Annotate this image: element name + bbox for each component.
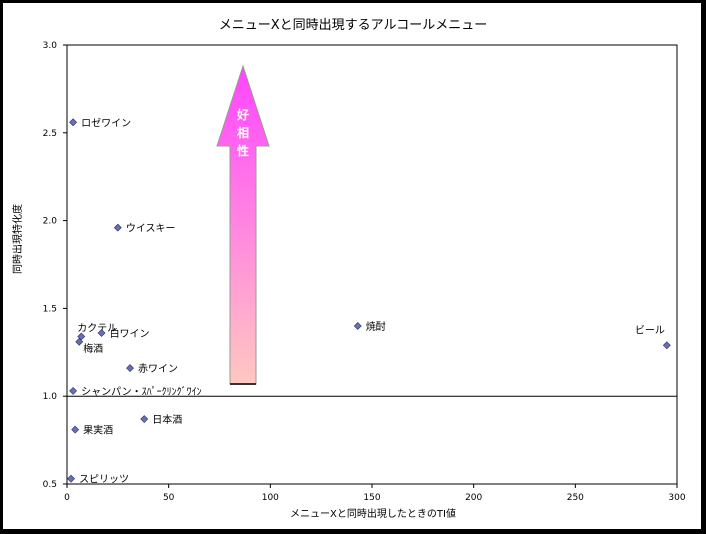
point-marker (67, 474, 75, 483)
arrow-text-char: 好 (236, 107, 249, 122)
arrow-text-char: 相 (237, 125, 249, 140)
x-axis-ticks: 0 50 100 150 200 250 300 (64, 484, 686, 503)
data-point: ロゼワイン (69, 117, 131, 129)
x-tick-label: 0 (64, 493, 70, 503)
point-marker (75, 337, 84, 346)
x-tick-label: 100 (262, 493, 279, 503)
point-label: カクテル (77, 322, 117, 334)
point-marker (113, 223, 122, 232)
x-axis-label: メニューXと同時出現したときのTI値 (290, 507, 456, 520)
chart-title: メニューXと同時出現するアルコールメニュー (219, 18, 488, 33)
scatter-chart: メニューXと同時出現するアルコールメニュー 好相性 0 50 100 150 200 25… (11, 18, 686, 520)
point-label: スピリッツ (79, 474, 129, 486)
point-label: 梅酒 (83, 342, 103, 355)
data-point: ウイスキー (113, 223, 176, 235)
data-point: 白ワイン (97, 327, 150, 340)
y-tick-label: 1.0 (43, 392, 58, 402)
y-tick-label: 0.5 (43, 480, 57, 490)
point-label: ウイスキー (126, 223, 176, 235)
point-marker (97, 329, 106, 337)
point-label: 赤ワイン (138, 363, 178, 375)
data-point: 梅酒 (75, 337, 103, 355)
point-marker (69, 118, 78, 127)
point-marker (353, 322, 362, 330)
y-axis-label: 同時出現特化度 (11, 204, 24, 274)
x-tick-label: 300 (668, 493, 685, 503)
point-marker (71, 425, 80, 434)
y-tick-label: 2.5 (43, 129, 57, 139)
y-tick-label: 1.5 (43, 304, 57, 314)
point-label: 果実酒 (83, 424, 113, 437)
y-tick-label: 2.0 (43, 217, 58, 227)
point-label: ビール (635, 324, 665, 336)
plot-area (66, 44, 678, 485)
point-marker (662, 341, 671, 350)
x-tick-label: 200 (465, 493, 482, 503)
data-point: スピリッツ (67, 474, 129, 486)
data-point: 焼酎 (353, 320, 386, 333)
data-point: シャンパン・ｽﾊﾟｰｸﾘﾝｸﾞﾜｲﾝ (69, 386, 202, 398)
y-tick-label: 3.0 (43, 41, 58, 51)
point-marker (69, 387, 78, 395)
data-point: 日本酒 (140, 413, 182, 426)
point-marker (140, 415, 149, 423)
point-label: 日本酒 (152, 413, 182, 426)
data-point: 果実酒 (71, 424, 113, 437)
x-tick-label: 150 (363, 493, 380, 503)
affinity-arrow: 好相性 (216, 64, 270, 385)
point-label: シャンパン・ｽﾊﾟｰｸﾘﾝｸﾞﾜｲﾝ (81, 386, 202, 398)
point-marker (126, 364, 134, 373)
point-label: 焼酎 (366, 320, 386, 333)
x-tick-label: 250 (567, 493, 584, 503)
x-tick-label: 50 (163, 493, 175, 503)
arrow-text-char: 性 (236, 143, 249, 158)
point-label: ロゼワイン (81, 117, 131, 129)
data-point: 赤ワイン (126, 363, 178, 375)
data-point: ビール (635, 324, 671, 350)
y-axis-ticks: 0.5 1.0 1.5 2.0 2.5 3.0 (43, 41, 67, 490)
point-label: 白ワイン (110, 327, 150, 340)
